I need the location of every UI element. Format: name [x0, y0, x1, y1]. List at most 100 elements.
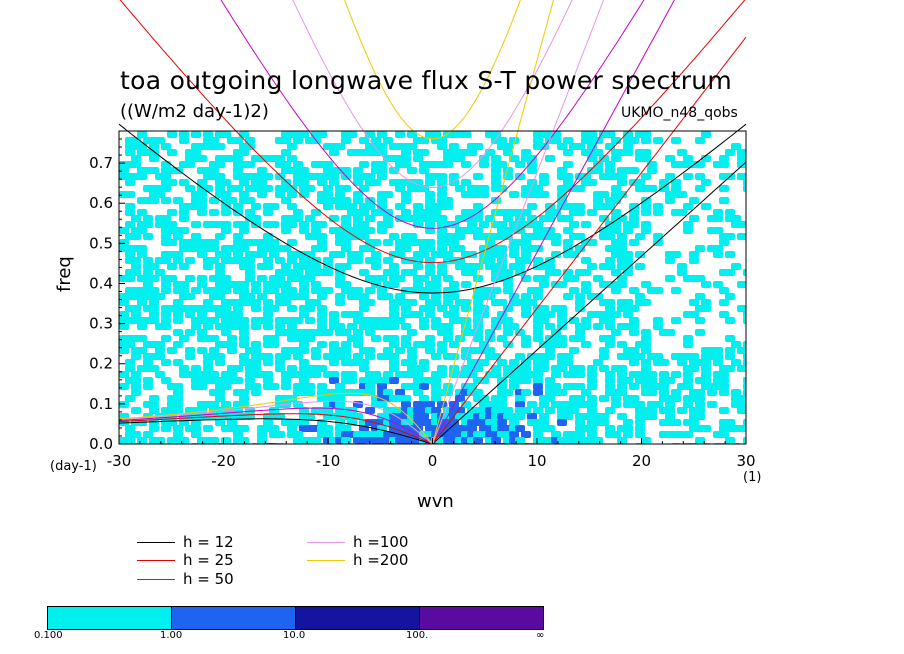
- contour-cell: [671, 179, 681, 186]
- contour-cell: [635, 251, 645, 258]
- colorbar-segment-4: [420, 607, 543, 629]
- contour-cell: [233, 233, 243, 240]
- contour-cell: [245, 161, 255, 168]
- contour-cell: [389, 377, 399, 384]
- contour-cell: [545, 395, 555, 402]
- contour-cell: [617, 413, 627, 420]
- contour-cell: [713, 347, 723, 354]
- contour-cell: [221, 209, 231, 216]
- contour-cell: [509, 191, 519, 198]
- contour-cell: [449, 365, 459, 372]
- contour-cell: [497, 359, 507, 366]
- contour-cell: [197, 209, 207, 216]
- contour-cell: [401, 395, 411, 402]
- contour-cell: [299, 419, 309, 426]
- contour-cell: [641, 281, 651, 288]
- contour-cell: [251, 365, 261, 372]
- contour-cell: [329, 341, 339, 348]
- contour-cell: [251, 305, 261, 312]
- x-tick-label: 30: [736, 452, 755, 470]
- contour-cell: [347, 377, 357, 384]
- contour-cell: [173, 317, 183, 324]
- contour-cell: [407, 353, 417, 360]
- contour-cell: [581, 257, 591, 264]
- contour-cell: [317, 131, 327, 138]
- contour-cell: [263, 317, 273, 324]
- contour-cell: [695, 317, 705, 324]
- contour-cell: [239, 329, 249, 336]
- contour-cell: [293, 317, 303, 324]
- contour-cell: [383, 371, 393, 378]
- contour-cell: [605, 263, 615, 270]
- contour-cell: [383, 293, 393, 300]
- contour-cell: [623, 377, 633, 384]
- contour-cell: [221, 251, 231, 258]
- contour-cell: [599, 215, 609, 222]
- contour-cell: [173, 401, 183, 408]
- contour-cell: [485, 215, 495, 222]
- contour-cell: [689, 419, 699, 426]
- contour-cell: [545, 425, 555, 432]
- contour-cell: [233, 377, 243, 384]
- contour-cell: [653, 137, 663, 144]
- contour-cell: [191, 221, 201, 228]
- contour-cell: [533, 293, 543, 300]
- contour-cell: [419, 275, 429, 282]
- contour-cell: [437, 173, 447, 180]
- contour-cell: [185, 185, 195, 192]
- contour-cell: [695, 413, 705, 420]
- contour-cell: [389, 353, 399, 360]
- contour-cell: [575, 419, 585, 426]
- contour-cell: [221, 275, 231, 282]
- contour-cell: [449, 341, 459, 348]
- contour-cell: [341, 167, 351, 174]
- contour-cell: [329, 359, 339, 366]
- contour-cell: [317, 419, 327, 426]
- contour-cell: [665, 257, 675, 264]
- contour-cell: [593, 323, 603, 330]
- contour-cell: [647, 185, 657, 192]
- contour-cell: [125, 221, 135, 228]
- contour-cell: [719, 239, 729, 246]
- contour-cell: [251, 323, 261, 330]
- contour-cell: [341, 425, 351, 432]
- contour-cell: [575, 245, 585, 252]
- contour-cell: [521, 431, 531, 438]
- legend-swatch: [307, 541, 345, 543]
- contour-cell: [341, 185, 351, 192]
- contour-cell: [359, 365, 369, 372]
- contour-cell: [305, 389, 315, 396]
- contour-cell: [431, 407, 441, 414]
- contour-cell: [215, 269, 225, 276]
- contour-cell: [299, 179, 309, 186]
- contour-cell: [263, 323, 273, 330]
- contour-cell: [215, 263, 225, 270]
- contour-cell: [467, 149, 477, 156]
- contour-cell: [527, 161, 537, 168]
- contour-cell: [251, 215, 261, 222]
- contour-cell: [665, 329, 675, 336]
- contour-cell: [659, 359, 669, 366]
- contour-cell: [659, 389, 669, 396]
- contour-cell: [233, 431, 243, 438]
- contour-cell: [317, 317, 327, 324]
- contour-cell: [587, 431, 597, 438]
- contour-cell: [131, 161, 141, 168]
- dispersion-curve: [220, 0, 645, 229]
- contour-cell: [329, 179, 339, 186]
- contour-cell: [347, 323, 357, 330]
- contour-cell: [269, 239, 279, 246]
- contour-cell: [137, 299, 147, 306]
- contour-cell: [365, 245, 375, 252]
- contour-cell: [641, 155, 651, 162]
- contour-cell: [353, 311, 363, 318]
- contour-cell: [305, 413, 315, 420]
- contour-cell: [599, 419, 609, 426]
- contour-cell: [479, 221, 489, 228]
- contour-cell: [737, 155, 746, 162]
- contour-cell: [323, 431, 333, 438]
- contour-cell: [623, 131, 633, 138]
- contour-cell: [335, 395, 345, 402]
- contour-cell: [677, 263, 687, 270]
- contour-cell: [215, 419, 225, 426]
